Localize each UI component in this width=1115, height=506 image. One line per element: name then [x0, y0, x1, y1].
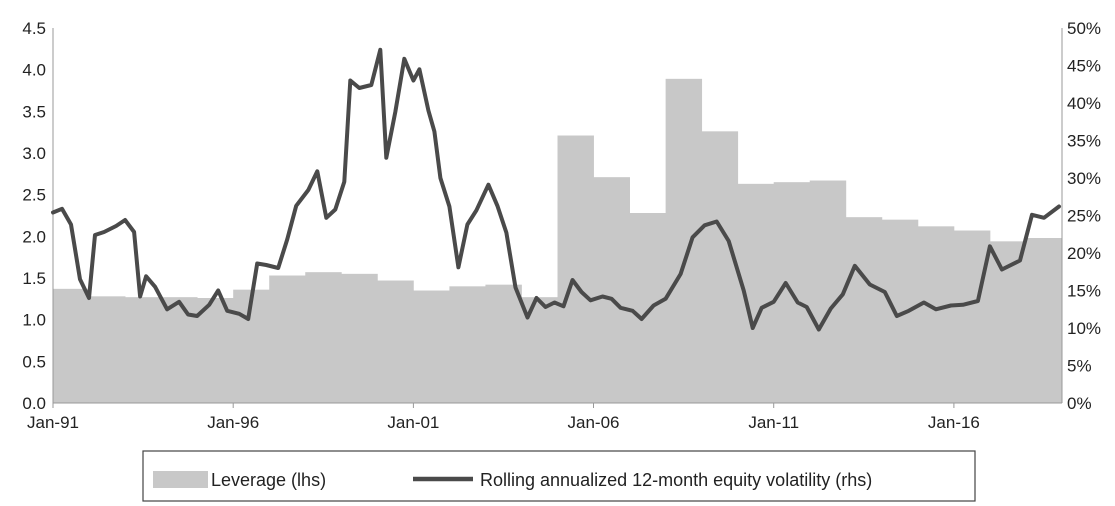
leverage-bar-2009: [701, 131, 739, 403]
left-tick-label: 1.5: [22, 269, 46, 288]
leverage-bar-1995: [197, 298, 234, 403]
volatility-line: [51, 47, 1061, 332]
leverage-bar-2018: [1025, 238, 1063, 403]
leverage-bar-2003: [485, 284, 522, 403]
legend: Leverage (lhs) Rolling annualized 12-mon…: [142, 450, 976, 502]
right-tick-label: 10%: [1067, 319, 1101, 338]
leverage-bar-2002: [449, 286, 486, 403]
leverage-bar-1992: [89, 296, 126, 403]
legend-box: [142, 450, 976, 502]
left-tick-label: 2.0: [22, 227, 46, 246]
leverage-bar-1998: [305, 272, 342, 403]
leverage-bar-2007: [629, 213, 667, 403]
leverage-bar-1997: [269, 275, 306, 403]
leverage-bar-2014: [881, 219, 919, 403]
x-tick-label: Jan-96: [207, 413, 259, 432]
legend-label-volatility: Rolling annualized 12-month equity volat…: [480, 470, 872, 490]
right-y-axis: 0% 5% 10% 15% 20% 25% 30% 35% 40% 45% 50%: [1061, 19, 1101, 413]
left-tick-label: 0.0: [22, 394, 46, 413]
left-tick-label: 4.5: [22, 19, 46, 38]
right-tick-label: 45%: [1067, 57, 1101, 76]
leverage-bar-2013: [845, 217, 883, 403]
right-tick-label: 40%: [1067, 94, 1101, 113]
left-tick-label: 0.5: [22, 352, 46, 371]
leverage-bar-2005: [557, 135, 594, 403]
leverage-bar-1999: [341, 273, 378, 403]
leverage-bar-2008: [665, 78, 703, 403]
leverage-bar-2012: [809, 180, 847, 403]
leverage-bar-2000: [377, 280, 414, 403]
leverage-bar-2006: [593, 177, 630, 403]
left-tick-label: 3.0: [22, 144, 46, 163]
leverage-bar-1994: [161, 297, 198, 403]
right-tick-label: 35%: [1067, 132, 1101, 151]
right-tick-label: 30%: [1067, 169, 1101, 188]
leverage-bar-2001: [413, 290, 450, 403]
right-tick-label: 5%: [1067, 357, 1092, 376]
volatility-line-group: [51, 47, 1061, 332]
leverage-bar-2015: [917, 226, 955, 403]
left-tick-label: 4.0: [22, 61, 46, 80]
right-tick-label: 15%: [1067, 282, 1101, 301]
leverage-bar-1991: [53, 288, 90, 403]
left-tick-label: 2.5: [22, 186, 46, 205]
x-tick-label: Jan-11: [748, 413, 799, 432]
legend-swatch-leverage: [153, 471, 208, 488]
x-axis: Jan-91 Jan-96 Jan-01 Jan-06 Jan-11 Jan-16: [27, 402, 1062, 432]
right-tick-label: 50%: [1067, 19, 1101, 38]
x-tick-label: Jan-01: [387, 413, 439, 432]
right-tick-label: 0%: [1067, 394, 1092, 413]
right-tick-label: 20%: [1067, 244, 1101, 263]
right-tick-label: 25%: [1067, 207, 1101, 226]
x-tick-label: Jan-91: [27, 413, 79, 432]
left-tick-label: 3.5: [22, 102, 46, 121]
leverage-bar-1993: [125, 297, 162, 403]
x-tick-label: Jan-06: [568, 413, 620, 432]
left-y-axis: 0.0 0.5 1.0 1.5 2.0 2.5 3.0 3.5 4.0 4.5: [22, 19, 54, 413]
left-tick-label: 1.0: [22, 311, 46, 330]
leverage-bars: [53, 78, 1063, 403]
legend-label-leverage: Leverage (lhs): [211, 470, 326, 490]
x-tick-label: Jan-16: [928, 413, 980, 432]
leverage-bar-2016: [953, 230, 991, 403]
